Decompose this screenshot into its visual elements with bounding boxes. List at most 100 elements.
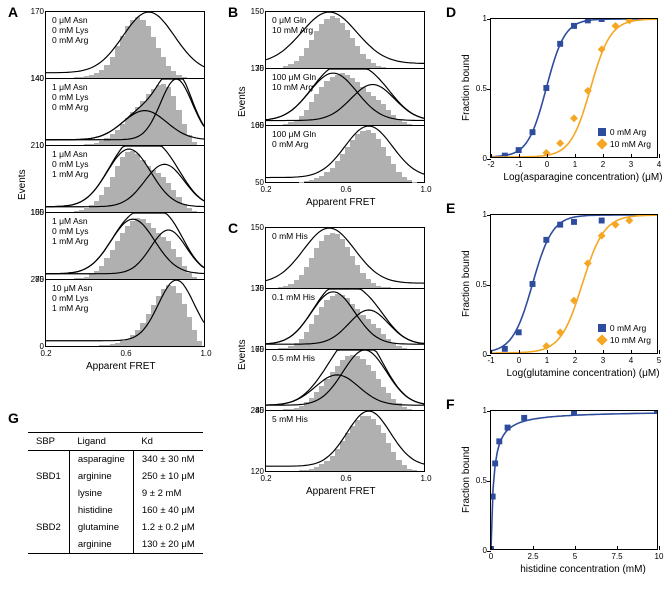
- table-cell: 9 ± 2 mM: [133, 485, 202, 502]
- xaxis-label: Log(asparagine concentration) (μM): [503, 172, 663, 183]
- yaxis-label: Fraction bound: [461, 446, 472, 513]
- xtick: 3: [629, 160, 633, 169]
- hist-bar: [412, 182, 417, 183]
- hist-subplot: 0.5 mM His17085: [265, 349, 425, 411]
- hist-subplot: 0 mM His15075: [265, 227, 425, 289]
- legend: 0 mM Arg10 mM Arg: [598, 323, 651, 347]
- label-D: D: [446, 4, 456, 20]
- panel-C: 0 mM His150750.1 mM His130650.5 mM His17…: [265, 228, 425, 472]
- xtick: 1.0: [420, 185, 431, 194]
- xtick: 0: [517, 356, 521, 365]
- table-cell: [28, 451, 69, 469]
- label-C: C: [228, 220, 238, 236]
- ytick: 150: [24, 208, 44, 217]
- table-header: Kd: [133, 433, 202, 451]
- yaxis-label: Fraction bound: [461, 54, 472, 121]
- hist-subplot: 1 μM Asn0 mM Lys1 mM Arg15075: [45, 212, 205, 280]
- table-cell: arginine: [69, 468, 133, 485]
- panel-E: -101234500.51Log(glutamine concentration…: [490, 214, 658, 354]
- xtick: 0: [489, 552, 493, 561]
- hist-condition: 100 μM Gln10 mM Arg: [272, 73, 316, 93]
- ytick: 130: [244, 284, 264, 293]
- ytick: 1: [467, 14, 487, 23]
- panel-A: 0 μM Asn0 mM Lys0 mM Arg1701401 μM Asn0 …: [45, 12, 205, 347]
- ytick: 100: [244, 121, 264, 130]
- panel-G-table: SBPLigandKdasparagine340 ± 30 nMSBD1argi…: [28, 432, 203, 554]
- hist-bar: [197, 341, 202, 346]
- table-cell: [28, 485, 69, 502]
- xtick: 0.6: [340, 474, 351, 483]
- label-B: B: [228, 4, 238, 20]
- hist-condition: 1 μM Asn0 mM Lys1 mM Arg: [52, 217, 89, 246]
- legend-item: 0 mM Arg: [598, 127, 651, 137]
- ytick: 150: [244, 7, 264, 16]
- yaxis-label: Events: [237, 86, 248, 117]
- hist-condition: 0 mM His: [272, 232, 308, 242]
- xtick: 0.6: [120, 349, 131, 358]
- xtick: 4: [629, 356, 633, 365]
- hist-subplot: 1 μM Asn0 mM Lys0 mM Arg1400: [45, 78, 205, 146]
- xtick: 0.2: [40, 349, 51, 358]
- xtick: -2: [487, 160, 494, 169]
- ytick: 1: [467, 406, 487, 415]
- hist-condition: 1 μM Asn0 mM Lys1 mM Arg: [52, 150, 89, 179]
- xtick: 1: [573, 160, 577, 169]
- hist-condition: 0 μM Asn0 mM Lys0 mM Arg: [52, 16, 89, 45]
- hist-condition: 0.1 mM His: [272, 293, 315, 303]
- table-cell: lysine: [69, 485, 133, 502]
- hist-subplot: 10 μM Asn0 mM Lys1 mM Arg28000.20.61.0Ap…: [45, 279, 205, 347]
- label-A: A: [8, 4, 18, 20]
- ytick: 0: [467, 546, 487, 555]
- table-cell: histidine: [69, 502, 133, 519]
- table-cell: [28, 502, 69, 519]
- ytick: 170: [24, 7, 44, 16]
- ytick: 240: [244, 406, 264, 415]
- hist-condition: 5 mM His: [272, 415, 308, 425]
- xtick: 10: [655, 552, 664, 561]
- hist-subplot: 5 mM His2401200.20.61.0Apparent FRET: [265, 410, 425, 472]
- legend-item: 0 mM Arg: [598, 323, 651, 333]
- hist-condition: 1 μM Asn0 mM Lys0 mM Arg: [52, 83, 89, 112]
- hist-condition: 10 μM Asn0 mM Lys1 mM Arg: [52, 284, 92, 313]
- xtick: -1: [515, 160, 522, 169]
- hist-subplot: 0 μM Gln10 mM Arg15075: [265, 11, 425, 69]
- ytick: 280: [24, 275, 44, 284]
- panel-F: 02.557.51000.51histidine concentration (…: [490, 410, 658, 550]
- hist-condition: 0.5 mM His: [272, 354, 315, 364]
- hist-subplot: 0.1 mM His13065: [265, 288, 425, 350]
- xaxis-label: Apparent FRET: [306, 486, 375, 497]
- xtick: 0: [545, 160, 549, 169]
- table-cell: SBD1: [28, 468, 69, 485]
- table-header: Ligand: [69, 433, 133, 451]
- hist-condition: 100 μM Gln0 mM Arg: [272, 130, 316, 150]
- hist-subplot: 100 μM Gln10 mM Arg13065: [265, 68, 425, 126]
- table-cell: 1.2 ± 0.2 μM: [133, 519, 202, 536]
- hist-subplot: 100 μM Gln0 mM Arg100500.20.61.0Apparent…: [265, 125, 425, 183]
- xtick: 5: [573, 552, 577, 561]
- xtick: 3: [601, 356, 605, 365]
- panel-D: -2-10123400.51Log(asparagine concentrati…: [490, 18, 658, 158]
- table-cell: arginine: [69, 536, 133, 554]
- yaxis-label: Events: [237, 339, 248, 370]
- xtick: 0.6: [340, 185, 351, 194]
- xtick: 1.0: [420, 474, 431, 483]
- xaxis-label: Log(glutamine concentration) (μM): [503, 368, 663, 379]
- xaxis-label: Apparent FRET: [306, 197, 375, 208]
- xtick: 7.5: [611, 552, 622, 561]
- xtick: 5: [657, 356, 661, 365]
- figure: A B D C E F G 0 μM Asn0 mM Lys0 mM Arg17…: [0, 0, 672, 596]
- hist-subplot: 0 μM Asn0 mM Lys0 mM Arg170140: [45, 11, 205, 79]
- panel-B: 0 μM Gln10 mM Arg15075100 μM Gln10 mM Ar…: [265, 12, 425, 183]
- ytick: 140: [24, 74, 44, 83]
- hist-subplot: 1 μM Asn0 mM Lys1 mM Arg210105: [45, 145, 205, 213]
- legend-item: 10 mM Arg: [598, 139, 651, 149]
- xtick: 2: [573, 356, 577, 365]
- xtick: 1: [545, 356, 549, 365]
- ytick: 0: [467, 350, 487, 359]
- xtick: 1.0: [200, 349, 211, 358]
- table-cell: SBD2: [28, 519, 69, 536]
- yaxis-label: Events: [17, 169, 28, 200]
- table-cell: 130 ± 20 μM: [133, 536, 202, 554]
- table-cell: asparagine: [69, 451, 133, 469]
- xaxis-label: histidine concentration (mM): [503, 564, 663, 575]
